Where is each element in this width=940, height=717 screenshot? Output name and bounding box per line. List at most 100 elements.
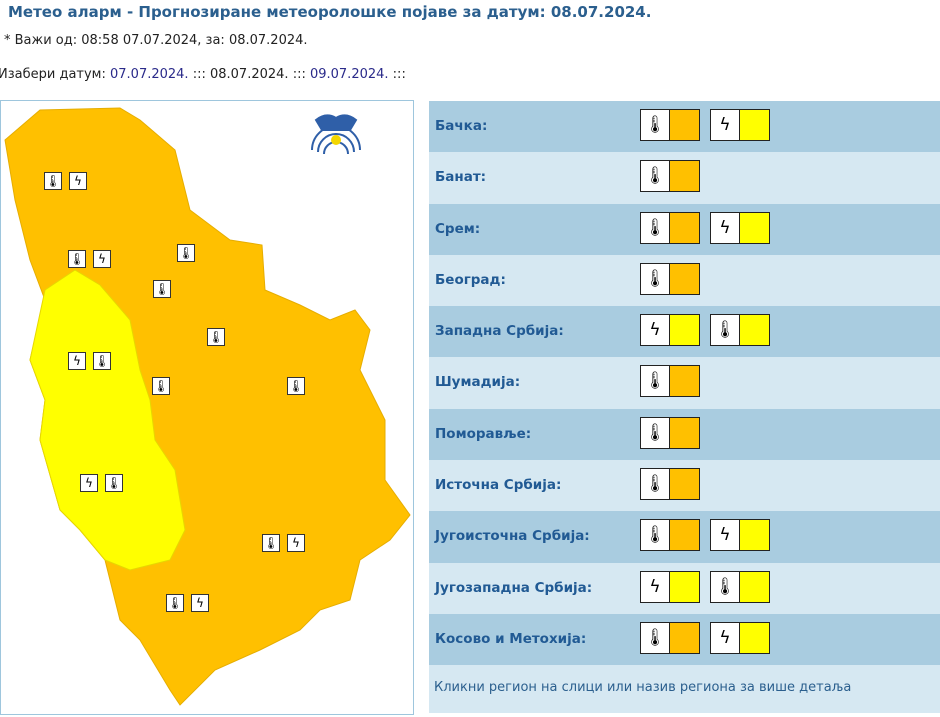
region-row[interactable]: Шумадија: 🌡 bbox=[429, 357, 940, 409]
date-link-0907[interactable]: 09.07.2024. bbox=[309, 67, 389, 82]
warning-badge: 🌡 bbox=[640, 519, 700, 552]
thermometer-icon: 🌡 bbox=[641, 622, 670, 653]
warning-level-yellow bbox=[740, 622, 769, 653]
choose-date-label: Изабери датум: bbox=[0, 67, 110, 82]
separator: ::: bbox=[288, 67, 310, 82]
thermometer-icon: 🌡 bbox=[641, 417, 670, 448]
warning-level-yellow bbox=[740, 110, 769, 140]
thermometer-icon: 🌡 bbox=[641, 212, 670, 243]
warning-icons: 🌡 ϟ bbox=[640, 109, 770, 141]
page-title: Метео аларм - Прогнозиране метеоролошке … bbox=[8, 3, 652, 21]
date-current-0807: 08.07.2024. bbox=[209, 67, 289, 82]
region-row[interactable]: Косово и Метохија: 🌡 ϟ bbox=[429, 613, 940, 666]
warning-icons: ϟ 🌡 bbox=[640, 314, 770, 347]
region-link[interactable]: Косово и Метохија: bbox=[435, 630, 587, 647]
warning-badge: ϟ bbox=[710, 211, 770, 244]
separator: ::: bbox=[388, 67, 410, 82]
warning-badge: ϟ bbox=[710, 519, 770, 552]
serbia-map[interactable]: 🌡 ϟ 🌡 ϟ 🌡 🌡 🌡 ϟ 🌡 🌡 🌡 ϟ 🌡 🌡 ϟ 🌡 ϟ bbox=[0, 100, 414, 715]
warning-level-orange bbox=[670, 263, 699, 294]
warning-level-orange bbox=[670, 469, 699, 500]
lightning-icon: ϟ bbox=[80, 474, 98, 492]
lightning-icon: ϟ bbox=[711, 110, 740, 140]
region-link[interactable]: Банат: bbox=[435, 169, 487, 186]
warning-level-orange bbox=[670, 161, 699, 192]
warning-level-yellow bbox=[740, 315, 769, 346]
warning-level-orange bbox=[670, 417, 699, 448]
thermometer-icon: 🌡 bbox=[641, 263, 670, 294]
lightning-icon: ϟ bbox=[641, 315, 670, 346]
warning-badge: 🌡 bbox=[640, 160, 700, 193]
warning-icons: 🌡 bbox=[640, 468, 700, 501]
separator: ::: bbox=[188, 67, 210, 82]
region-link[interactable]: Бачка: bbox=[435, 118, 488, 134]
warning-icons: 🌡 bbox=[640, 262, 700, 295]
thermometer-icon: 🌡 bbox=[44, 172, 62, 190]
lightning-icon: ϟ bbox=[711, 212, 740, 243]
warning-level-orange bbox=[670, 212, 699, 243]
warning-badge: ϟ bbox=[640, 570, 700, 603]
region-row[interactable]: Срем: 🌡 ϟ bbox=[429, 203, 940, 255]
warning-icons: 🌡 bbox=[640, 160, 700, 193]
region-row[interactable]: Банат: 🌡 bbox=[429, 152, 940, 204]
region-row[interactable]: Источна Србија: 🌡 bbox=[429, 460, 940, 512]
lightning-icon: ϟ bbox=[287, 534, 305, 552]
warning-level-yellow bbox=[740, 520, 769, 551]
region-row[interactable]: Југозападна Србија: ϟ 🌡 bbox=[429, 562, 940, 614]
warning-icons: 🌡 ϟ bbox=[640, 211, 770, 244]
map-region-yellow[interactable] bbox=[29, 269, 186, 571]
region-link[interactable]: Београд: bbox=[435, 271, 506, 288]
date-selector: Изабери датум: 07.07.2024. ::: 08.07.202… bbox=[0, 67, 410, 82]
thermometer-icon: 🌡 bbox=[641, 469, 670, 500]
warning-icons: 🌡 bbox=[640, 416, 700, 449]
thermometer-icon: 🌡 bbox=[207, 328, 225, 346]
region-row[interactable]: Поморавље: 🌡 bbox=[429, 408, 940, 461]
lightning-icon: ϟ bbox=[711, 520, 740, 551]
region-row[interactable]: Бачка: 🌡 ϟ bbox=[429, 101, 940, 153]
lightning-icon: ϟ bbox=[93, 250, 111, 268]
thermometer-icon: 🌡 bbox=[105, 474, 123, 492]
region-link[interactable]: Југозападна Србија: bbox=[435, 579, 593, 596]
region-link[interactable]: Југоисточна Србија: bbox=[435, 528, 590, 545]
region-link[interactable]: Западна Србија: bbox=[435, 323, 564, 340]
thermometer-icon: 🌡 bbox=[641, 110, 670, 140]
warning-badge: 🌡 bbox=[640, 262, 700, 295]
warning-icons: ϟ 🌡 bbox=[640, 570, 770, 603]
region-link[interactable]: Поморавље: bbox=[435, 425, 532, 442]
region-link[interactable]: Срем: bbox=[435, 220, 481, 237]
warning-badge: ϟ bbox=[710, 621, 770, 654]
warning-badge: 🌡 bbox=[640, 468, 700, 501]
warning-badge: 🌡 bbox=[640, 621, 700, 654]
warning-level-yellow bbox=[670, 315, 699, 346]
lightning-icon: ϟ bbox=[191, 594, 209, 612]
thermometer-icon: 🌡 bbox=[641, 520, 670, 551]
thermometer-icon: 🌡 bbox=[152, 377, 170, 395]
thermometer-icon: 🌡 bbox=[93, 352, 111, 370]
thermometer-icon: 🌡 bbox=[287, 377, 305, 395]
warning-level-orange bbox=[670, 366, 699, 397]
valid-from: * Важи од: 08:58 07.07.2024, за: 08.07.2… bbox=[4, 33, 308, 48]
region-link[interactable]: Шумадија: bbox=[435, 374, 521, 391]
lightning-icon: ϟ bbox=[641, 571, 670, 602]
lightning-icon: ϟ bbox=[68, 352, 86, 370]
footer-hint: Кликни регион на слици или назив региона… bbox=[429, 665, 940, 713]
thermometer-icon: 🌡 bbox=[177, 244, 195, 262]
thermometer-icon: 🌡 bbox=[68, 250, 86, 268]
warning-badge: 🌡 bbox=[640, 109, 700, 141]
warning-badge: ϟ bbox=[710, 109, 770, 141]
region-row[interactable]: Београд: 🌡 bbox=[429, 254, 940, 307]
date-link-0707[interactable]: 07.07.2024. bbox=[110, 67, 189, 82]
warning-level-yellow bbox=[670, 571, 699, 602]
region-row[interactable]: Југоисточна Србија: 🌡 ϟ bbox=[429, 511, 940, 563]
warning-level-yellow bbox=[740, 571, 769, 602]
warning-badge: 🌡 bbox=[640, 211, 700, 244]
warning-badge: ϟ bbox=[640, 314, 700, 347]
thermometer-icon: 🌡 bbox=[262, 534, 280, 552]
warning-level-yellow bbox=[740, 212, 769, 243]
region-row[interactable]: Западна Србија: ϟ 🌡 bbox=[429, 306, 940, 358]
lightning-icon: ϟ bbox=[711, 622, 740, 653]
region-table: Бачка: 🌡 ϟ Банат: 🌡 Срем: 🌡 ϟ Београд: 🌡 Западна С… bbox=[429, 101, 940, 666]
warning-badge: 🌡 bbox=[710, 570, 770, 603]
warning-icons: 🌡 ϟ bbox=[640, 519, 770, 552]
region-link[interactable]: Источна Србија: bbox=[435, 477, 562, 494]
